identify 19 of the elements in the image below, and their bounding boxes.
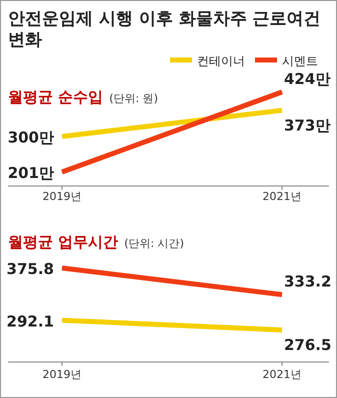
x-tick-label: 2021년 bbox=[262, 368, 302, 381]
chart-subtitle: 월평균 순수입 bbox=[8, 88, 104, 106]
chart-title: 월평균 업무시간 bbox=[8, 233, 118, 251]
x-tick-label: 2019년 bbox=[42, 368, 82, 381]
legend-label: 시멘트 bbox=[282, 54, 318, 68]
text: (단위: 시간) bbox=[124, 237, 184, 250]
legend-label: 컨테이너 bbox=[197, 54, 245, 68]
data-label: 276.5 bbox=[284, 336, 332, 354]
data-label: 424만 bbox=[284, 70, 330, 88]
data-label: 333.2 bbox=[284, 272, 332, 291]
data-label: 300만 bbox=[8, 128, 54, 146]
annotation: (단위: 원) bbox=[109, 92, 158, 105]
x-tick-label: 2019년 bbox=[42, 190, 82, 203]
chart-title: 안전운임제 시행 이후 화물차주 근로여건 변화 bbox=[8, 9, 321, 50]
data-label: 375.8 bbox=[6, 260, 54, 278]
data-label: 201만 bbox=[8, 164, 54, 182]
data-label: 373만 bbox=[284, 116, 330, 134]
x-tick-label: 2021년 bbox=[262, 190, 302, 203]
data-label: 292.1 bbox=[6, 312, 54, 330]
